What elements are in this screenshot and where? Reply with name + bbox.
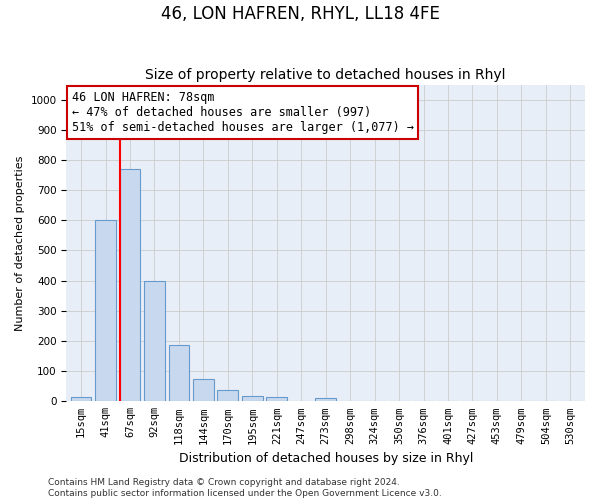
Bar [144,280,165,402]
Bar [193,378,214,402]
Text: Contains HM Land Registry data © Crown copyright and database right 2024.
Contai: Contains HM Land Registry data © Crown c… [48,478,442,498]
Title: Size of property relative to detached houses in Rhyl: Size of property relative to detached ho… [145,68,506,82]
Bar [169,346,190,402]
Bar [95,220,116,402]
Bar [266,398,287,402]
Text: 46, LON HAFREN, RHYL, LL18 4FE: 46, LON HAFREN, RHYL, LL18 4FE [161,5,439,23]
Bar [242,396,263,402]
Bar [71,397,91,402]
Bar [119,169,140,402]
Bar [316,398,336,402]
Y-axis label: Number of detached properties: Number of detached properties [15,155,25,330]
Bar [217,390,238,402]
X-axis label: Distribution of detached houses by size in Rhyl: Distribution of detached houses by size … [179,452,473,465]
Text: 46 LON HAFREN: 78sqm
← 47% of detached houses are smaller (997)
51% of semi-deta: 46 LON HAFREN: 78sqm ← 47% of detached h… [71,91,413,134]
